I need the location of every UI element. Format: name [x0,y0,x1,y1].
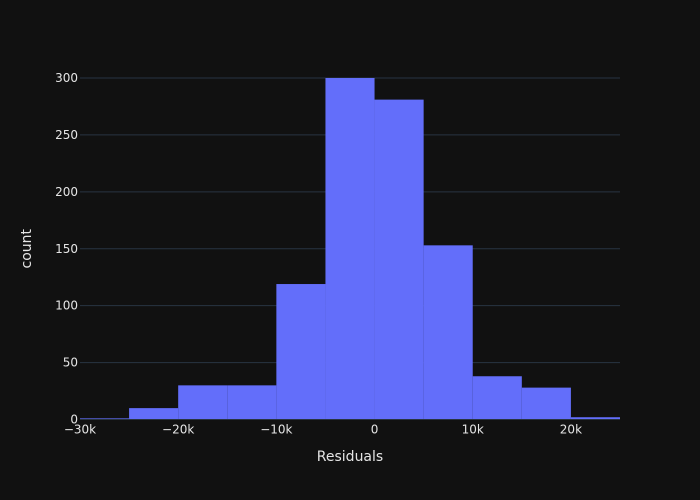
y-tick-label: 300 [55,71,78,85]
histogram-bar [325,78,375,420]
y-axis-title: count [19,228,35,268]
histogram-bar [472,376,522,420]
histogram-bar [374,99,424,420]
histogram-bar [423,245,473,420]
histogram-bar [521,387,571,420]
x-tick-label: −10k [260,423,292,437]
y-tick-label: 0 [70,413,78,427]
histogram-bar [178,385,228,420]
x-tick-label: 10k [462,423,484,437]
histogram-bar [129,408,179,420]
histogram-bar [80,418,130,420]
x-tick-label: 0 [371,423,379,437]
y-tick-label: 150 [55,242,78,256]
x-tick-label: 20k [560,423,582,437]
y-tick-label: 100 [55,299,78,313]
bars-layer [80,78,620,420]
histogram-bar [227,385,277,420]
x-tick-label: −30k [64,423,96,437]
y-tick-label: 200 [55,185,78,199]
y-tick-label: 50 [63,356,78,370]
x-axis-title: Residuals [317,449,383,465]
x-tick-label: −20k [162,423,194,437]
histogram-bar [570,417,620,420]
histogram-bar [276,284,326,420]
axis-layer: 0 50 100 150 200 250 300 −30k −20k −10k 0 10k 20k [55,71,620,437]
y-tick-label: 250 [55,128,78,142]
